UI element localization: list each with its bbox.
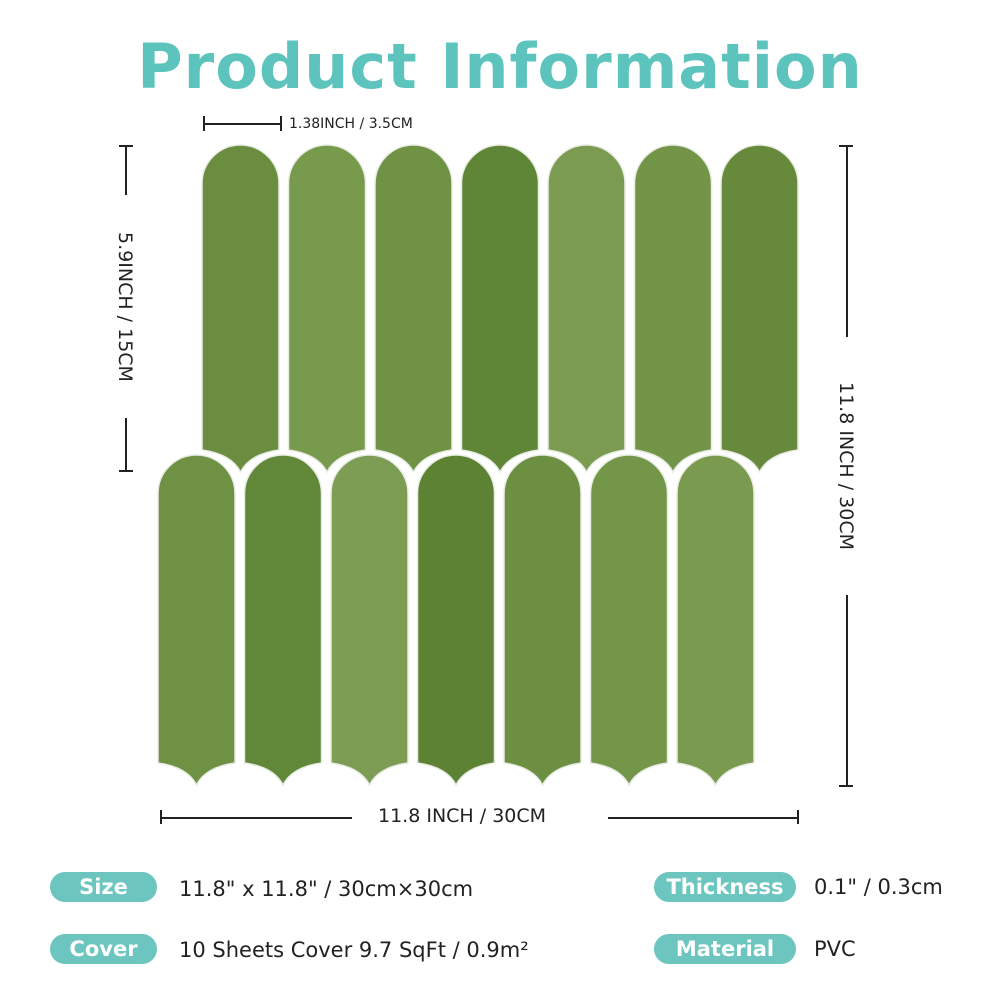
tile-width-line xyxy=(203,123,281,125)
tile xyxy=(416,454,496,787)
tick xyxy=(797,810,799,824)
sheet-height-line xyxy=(846,595,848,785)
spec-label-thickness: Thickness xyxy=(654,872,796,902)
tile-height-line xyxy=(125,418,127,470)
tile xyxy=(243,454,323,787)
sheet-width-line xyxy=(160,817,352,819)
tile xyxy=(460,144,540,474)
tick xyxy=(839,785,853,787)
tile xyxy=(201,144,280,474)
page-title: Product Information xyxy=(137,30,863,103)
tick xyxy=(203,116,205,131)
spec-label-material: Material xyxy=(654,934,796,964)
tile xyxy=(547,144,626,474)
tile xyxy=(287,144,367,474)
tile xyxy=(633,144,713,474)
tile xyxy=(676,454,755,787)
tick xyxy=(280,116,282,131)
sheet-width-label: 11.8 INCH / 30CM xyxy=(378,805,547,827)
spec-value-size: 11.8" x 11.8" / 30cm×30cm xyxy=(179,877,474,901)
tile-width-label: 1.38INCH / 3.5CM xyxy=(289,116,413,132)
spec-value-thickness: 0.1" / 0.3cm xyxy=(814,875,943,899)
spec-value-cover: 10 Sheets Cover 9.7 SqFt / 0.9m² xyxy=(179,938,529,962)
tile xyxy=(330,454,409,787)
tile xyxy=(589,454,669,787)
sheet-height-line xyxy=(846,145,848,337)
tile xyxy=(720,144,799,474)
spec-value-material: PVC xyxy=(814,937,856,961)
sheet-width-line xyxy=(608,817,798,819)
spec-label-cover: Cover xyxy=(50,934,157,964)
tile xyxy=(374,144,453,474)
tile-height-line xyxy=(125,145,127,195)
tick xyxy=(119,470,133,472)
tile xyxy=(503,454,582,787)
tile xyxy=(157,454,236,787)
spec-label-size: Size xyxy=(50,872,157,902)
